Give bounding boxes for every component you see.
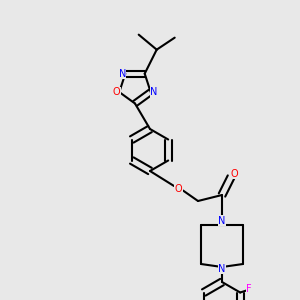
Text: F: F	[246, 284, 252, 295]
Text: O: O	[112, 87, 120, 97]
Text: N: N	[218, 263, 226, 274]
Text: N: N	[218, 215, 226, 226]
Text: N: N	[150, 87, 158, 97]
Text: O: O	[175, 184, 182, 194]
Text: O: O	[230, 169, 238, 179]
Text: N: N	[118, 69, 126, 79]
